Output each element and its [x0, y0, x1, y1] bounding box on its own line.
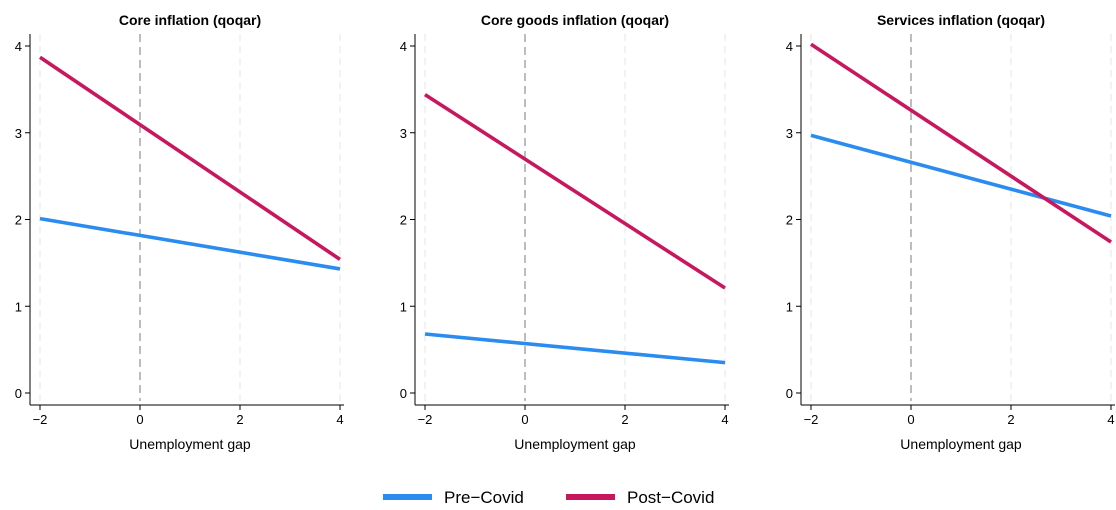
x-tick-label: 2	[236, 412, 243, 427]
panel-core-inflation: Core inflation (qoqar) 0 1 2 3 4 −2 0 2 4 Unempl…	[15, 12, 344, 452]
legend-label-pre-covid: Pre−Covid	[444, 488, 524, 507]
x-axis-label: Unemployment gap	[514, 436, 636, 452]
x-tick-label: 4	[721, 412, 728, 427]
x-tick-label: 4	[1107, 412, 1114, 427]
x-tick-label: 0	[521, 412, 528, 427]
y-tick-label: 0	[786, 386, 793, 401]
x-tick-label: 0	[907, 412, 914, 427]
y-tick-label: 4	[400, 39, 407, 54]
legend-label-post-covid: Post−Covid	[627, 488, 714, 507]
grid	[810, 34, 1112, 401]
panel-title: Core inflation (qoqar)	[119, 12, 261, 28]
series-lines	[424, 93, 726, 365]
x-axis-label: Unemployment gap	[900, 436, 1022, 452]
series-line-pre-covid	[39, 216, 341, 271]
ticks: 0 1 2 3 4 −2 0 2 4	[15, 39, 344, 427]
y-tick-label: 3	[400, 126, 407, 141]
x-tick-label: 2	[621, 412, 628, 427]
x-tick-label: 2	[1007, 412, 1014, 427]
y-tick-label: 3	[15, 126, 22, 141]
series-lines	[38, 55, 342, 271]
y-tick-label: 4	[15, 39, 22, 54]
x-tick-label: 0	[136, 412, 143, 427]
x-axis-label: Unemployment gap	[129, 436, 251, 452]
series-line-post-covid	[810, 42, 1112, 244]
y-tick-label: 4	[786, 39, 793, 54]
y-tick-label: 1	[786, 299, 793, 314]
grid	[39, 34, 341, 401]
y-tick-label: 1	[15, 299, 22, 314]
grid	[424, 34, 726, 401]
panel-title: Core goods inflation (qoqar)	[481, 12, 669, 28]
y-tick-label: 2	[400, 213, 407, 228]
ticks: 0 1 2 3 4 −2 0 2 4	[400, 39, 729, 427]
axes	[29, 34, 344, 406]
panel-title: Services inflation (qoqar)	[877, 12, 1045, 28]
y-tick-label: 2	[15, 213, 22, 228]
series-lines	[810, 42, 1112, 244]
series-line-post-covid	[424, 93, 726, 290]
y-tick-label: 3	[786, 126, 793, 141]
y-tick-label: 0	[400, 386, 407, 401]
axes	[800, 34, 1115, 406]
x-tick-label: −2	[33, 412, 48, 427]
x-tick-label: −2	[804, 412, 819, 427]
y-tick-label: 2	[786, 213, 793, 228]
series-line-pre-covid	[810, 133, 1112, 218]
y-tick-label: 1	[400, 299, 407, 314]
panel-services-inflation: Services inflation (qoqar) 0 1 2 3 4 −2 0 2 4 Un…	[786, 12, 1115, 452]
legend: Pre−Covid Post−Covid	[383, 488, 714, 507]
x-tick-label: 4	[336, 412, 343, 427]
x-tick-label: −2	[418, 412, 433, 427]
y-tick-label: 0	[15, 386, 22, 401]
series-line-post-covid	[38, 55, 342, 261]
series-line-pre-covid	[424, 332, 726, 365]
ticks: 0 1 2 3 4 −2 0 2 4	[786, 39, 1115, 427]
